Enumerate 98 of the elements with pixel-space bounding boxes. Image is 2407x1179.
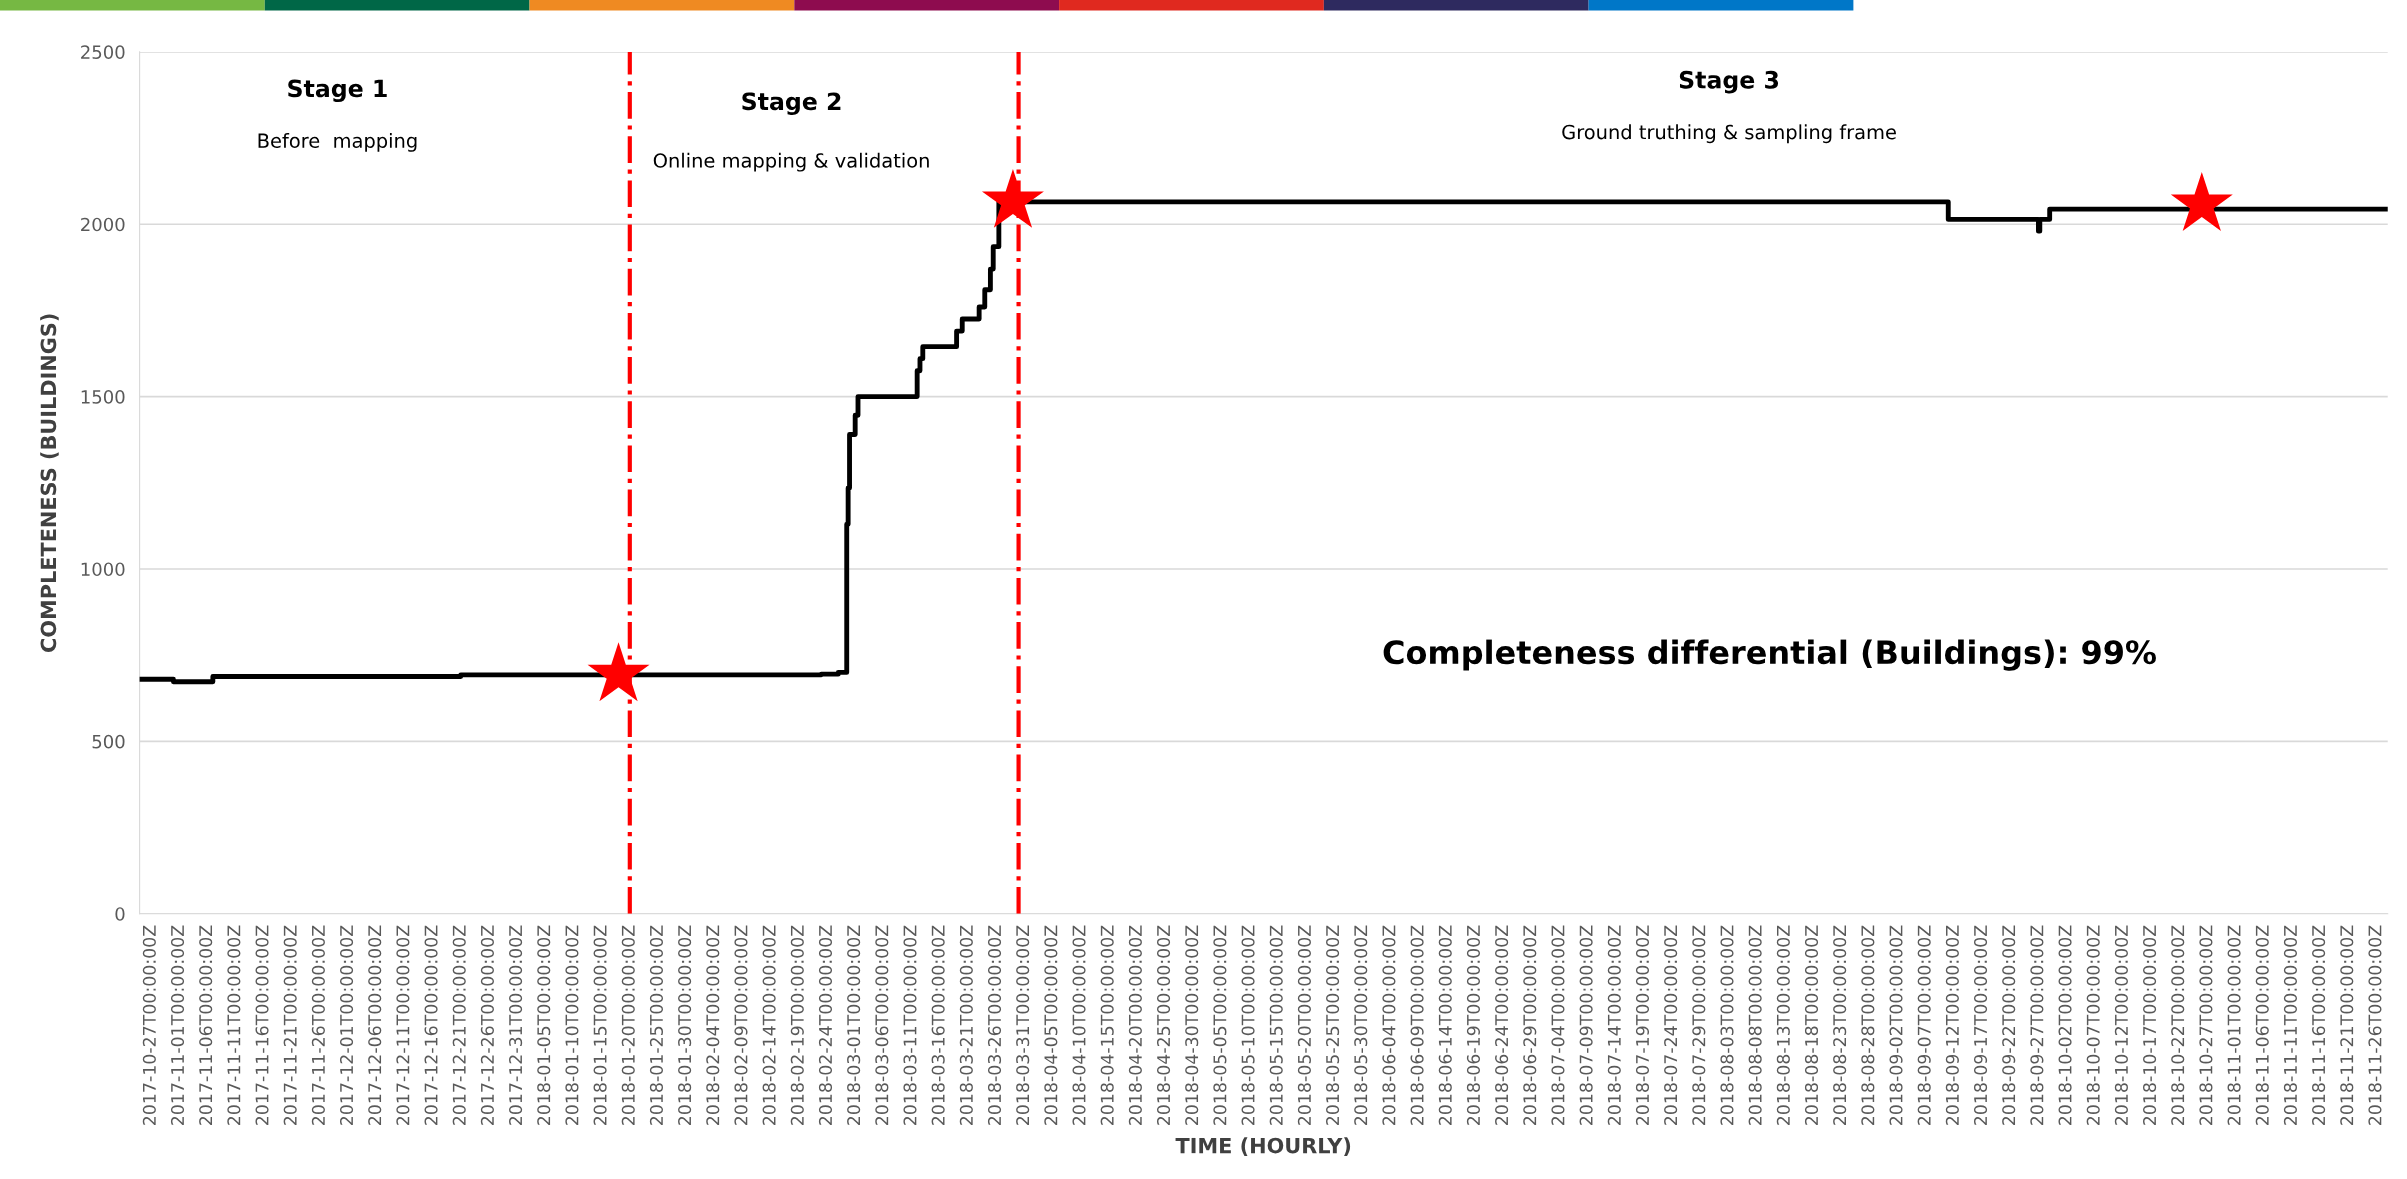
x-tick-label: 2018-07-04T00:00:00Z [1551, 925, 1565, 1125]
x-tick-label: 2018-04-25T00:00:00Z [1156, 925, 1171, 1125]
x-tick-label: 2018-09-12T00:00:00Z [1945, 925, 1959, 1125]
x-tick-label: 2018-06-24T00:00:00Z [1495, 925, 1509, 1125]
y-tick-label: 1000 [81, 562, 125, 577]
x-tick-label: 2018-03-31T00:00:00Z [1016, 925, 1030, 1125]
x-tick-label: 2018-05-25T00:00:00Z [1326, 925, 1340, 1125]
x-tick-label: 2018-05-05T00:00:00Z [1213, 925, 1227, 1125]
x-tick-label: 2018-02-14T00:00:00Z [762, 925, 776, 1125]
x-tick-label: 2018-06-09T00:00:00Z [1410, 925, 1424, 1125]
x-tick-label: 2018-09-02T00:00:00Z [1889, 925, 1903, 1125]
x-tick-label: 2018-06-04T00:00:00Z [1382, 925, 1396, 1125]
x-tick-label: 2017-12-06T00:00:00Z [368, 925, 382, 1125]
x-tick-label: 2017-11-01T00:00:00Z [170, 925, 185, 1125]
x-tick-label: 2018-03-06T00:00:00Z [875, 925, 889, 1125]
point [587, 642, 650, 702]
x-tick-label: 2017-11-16T00:00:00Z [255, 925, 269, 1125]
x-tick-label: 2018-06-19T00:00:00Z [1466, 925, 1480, 1125]
x-tick-label: 2018-02-04T00:00:00Z [706, 925, 720, 1125]
y-tick-label: 1500 [81, 390, 125, 404]
x-tick-label: 2017-11-21T00:00:00Z [283, 925, 297, 1125]
x-tick-label: 2017-10-27T00:00:00Z [142, 925, 156, 1125]
x-tick-label: 2018-11-11T00:00:00Z [2283, 925, 2297, 1125]
x-tick-label: 2018-07-29T00:00:00Z [1692, 925, 1706, 1125]
x-tick-label: 2018-01-25T00:00:00Z [649, 925, 664, 1125]
point [981, 168, 1044, 228]
annotation: Stage 2 [742, 92, 841, 116]
x-tick-label: 2018-08-28T00:00:00Z [1861, 925, 1875, 1125]
x-tick-label: 2018-09-27T00:00:00Z [2030, 925, 2044, 1125]
x-tick-label: 2018-08-13T00:00:00Z [1776, 925, 1790, 1125]
x-tick-label: 2017-12-01T00:00:00Z [339, 925, 354, 1125]
x-tick-label: 2018-01-20T00:00:00Z [621, 925, 635, 1125]
y-tick-label: 2500 [81, 45, 125, 59]
x-tick-label: 2018-03-01T00:00:00Z [847, 925, 861, 1125]
x-tick-label: 2018-01-10T00:00:00Z [565, 925, 579, 1125]
x-tick-label: 2018-04-05T00:00:00Z [1044, 925, 1058, 1125]
annotation: Stage 1 [288, 79, 387, 103]
x-tick-label: 2018-02-09T00:00:00Z [734, 925, 748, 1125]
x-tick-label: 2017-11-26T00:00:00Z [311, 925, 325, 1125]
annotation: Completeness differential (Buildings): 99% [1383, 639, 2156, 671]
x-tick-label: 2018-07-24T00:00:00Z [1664, 925, 1678, 1125]
x-tick-label: 2017-12-31T00:00:00Z [509, 925, 523, 1125]
annotation: Stage 3 [1679, 70, 1779, 94]
x-tick-label: 2018-01-15T00:00:00Z [593, 925, 607, 1125]
annotation: Before mapping [258, 132, 417, 152]
x-tick-label: 2017-11-11T00:00:00Z [227, 925, 241, 1125]
x-tick-label: 2018-03-16T00:00:00Z [931, 925, 945, 1125]
x-tick-label: 2018-10-27T00:00:00Z [2199, 925, 2213, 1125]
x-tick-label: 2018-04-15T00:00:00Z [1100, 925, 1114, 1125]
x-tick-label: 2018-03-26T00:00:00Z [987, 925, 1002, 1125]
x-tick-label: 2018-07-14T00:00:00Z [1607, 925, 1621, 1125]
x-tick-label: 2018-08-03T00:00:00Z [1720, 925, 1734, 1125]
x-tick-label: 2018-04-20T00:00:00Z [1128, 925, 1142, 1125]
x-tick-label: 2018-05-10T00:00:00Z [1241, 925, 1255, 1125]
x-tick-label: 2018-06-29T00:00:00Z [1523, 925, 1537, 1125]
x-tick-label: 2018-07-09T00:00:00Z [1579, 925, 1593, 1125]
x-axis-title: TIME (HOURLY) [1175, 1137, 1351, 1156]
annotation: Ground truthing & sampling frame [1562, 124, 1896, 144]
x-tick-label: 2017-11-06T00:00:00Z [199, 925, 213, 1125]
x-tick-label: 2017-12-11T00:00:00Z [396, 925, 410, 1125]
x-tick-label: 2018-05-15T00:00:00Z [1269, 925, 1283, 1125]
x-tick-label: 2018-09-22T00:00:00Z [2002, 925, 2016, 1125]
x-tick-label: 2018-02-19T00:00:00Z [790, 925, 804, 1125]
annotation: Online mapping & validation [653, 152, 929, 172]
y-tick-label: 500 [92, 734, 125, 749]
x-tick-label: 2018-04-30T00:00:00Z [1185, 925, 1199, 1125]
x-tick-label: 2018-08-08T00:00:00Z [1748, 925, 1762, 1125]
x-tick-label: 2018-04-10T00:00:00Z [1072, 925, 1086, 1125]
x-tick-label: 2018-03-11T00:00:00Z [903, 925, 917, 1125]
x-tick-label: 2018-06-14T00:00:00Z [1438, 925, 1452, 1125]
y-tick-label: 2000 [81, 217, 125, 232]
point [2170, 172, 2233, 231]
x-tick-label: 2018-08-23T00:00:00Z [1833, 925, 1847, 1125]
y-tick-label: 0 [115, 907, 125, 921]
x-tick-label: 2018-09-07T00:00:00Z [1917, 925, 1931, 1125]
x-tick-label: 2018-01-05T00:00:00Z [537, 925, 551, 1125]
x-tick-label: 2018-11-16T00:00:00Z [2312, 925, 2326, 1125]
x-tick-label: 2018-10-12T00:00:00Z [2114, 925, 2128, 1125]
x-tick-label: 2018-07-19T00:00:00Z [1635, 925, 1650, 1125]
x-tick-label: 2018-11-26T00:00:00Z [2368, 925, 2382, 1125]
x-tick-label: 2018-11-21T00:00:00Z [2340, 925, 2354, 1125]
x-tick-label: 2018-10-17T00:00:00Z [2143, 925, 2157, 1125]
x-tick-label: 2018-11-06T00:00:00Z [2255, 925, 2269, 1125]
x-tick-label: 2018-10-07T00:00:00Z [2086, 925, 2100, 1125]
x-tick-label: 2018-05-20T00:00:00Z [1297, 925, 1311, 1125]
y-axis-title: COMPLETENESS (BUILDINGS) [40, 314, 59, 652]
x-tick-label: 2018-10-02T00:00:00Z [2058, 925, 2072, 1125]
x-tick-label: 2017-12-16T00:00:00Z [424, 925, 438, 1125]
x-tick-label: 2018-11-01T00:00:00Z [2227, 925, 2241, 1125]
x-tick-label: 2018-08-18T00:00:00Z [1804, 925, 1819, 1125]
x-tick-label: 2018-03-21T00:00:00Z [959, 925, 973, 1125]
x-tick-label: 2018-05-30T00:00:00Z [1354, 925, 1368, 1125]
x-tick-label: 2018-09-17T00:00:00Z [1973, 925, 1988, 1125]
x-tick-label: 2017-12-26T00:00:00Z [480, 925, 494, 1125]
x-tick-label: 2018-01-30T00:00:00Z [678, 925, 692, 1125]
x-tick-label: 2017-12-21T00:00:00Z [452, 925, 466, 1125]
x-tick-label: 2018-10-22T00:00:00Z [2171, 925, 2185, 1125]
x-tick-label: 2018-02-24T00:00:00Z [818, 925, 833, 1125]
